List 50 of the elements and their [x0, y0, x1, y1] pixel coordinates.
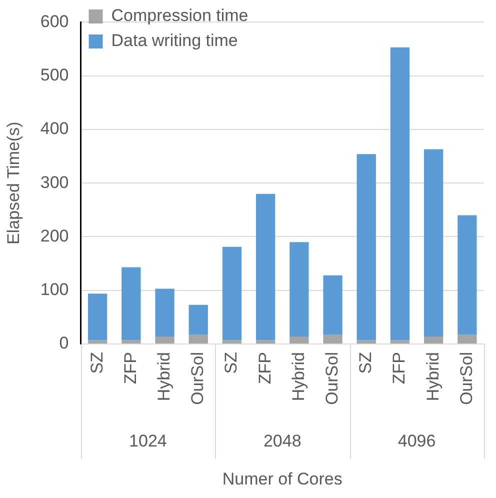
- bar: [155, 288, 174, 336]
- y-tick-label: 0: [59, 334, 69, 353]
- bar: [323, 334, 342, 344]
- x-tick-label: Hybrid: [154, 352, 174, 402]
- bar: [323, 275, 342, 335]
- legend-label: Data writing time: [111, 31, 238, 50]
- x-tick-label: Hybrid: [423, 352, 442, 402]
- y-tick-label: 600: [40, 12, 69, 31]
- x-tick-label: Hybrid: [288, 352, 308, 402]
- bar: [290, 336, 309, 344]
- bar: [390, 47, 410, 340]
- text: 4096: [398, 432, 436, 451]
- x-tick-label: SZ: [222, 352, 241, 374]
- text: 2048: [263, 432, 302, 451]
- x-tick-label: OurSol: [456, 352, 476, 405]
- bar: [390, 340, 410, 344]
- text: 1024: [129, 432, 167, 451]
- x-tick-label: SZ: [356, 352, 376, 374]
- x-axis-title: Numer of Cores: [222, 469, 342, 488]
- x-tick-label: SZ: [87, 352, 106, 374]
- bar: [188, 334, 208, 344]
- x-tick-label: ZFP: [255, 352, 274, 384]
- y-tick-label: 500: [40, 66, 69, 85]
- bar: [458, 334, 477, 344]
- bar: [155, 336, 174, 344]
- y-tick-label: 200: [40, 226, 69, 246]
- x-tick-label: ZFP: [120, 352, 140, 384]
- bar: [458, 215, 477, 335]
- y-axis-title: Elapsed Time(s): [4, 122, 23, 245]
- x-tick-label: OurSol: [188, 352, 208, 405]
- y-tick-label: 100: [40, 280, 69, 300]
- bar: [356, 340, 376, 344]
- bar: [424, 149, 444, 336]
- bar: [88, 294, 108, 340]
- y-tick-label: 400: [40, 119, 69, 138]
- bar: [222, 246, 242, 340]
- bar: [290, 242, 309, 336]
- x-tick-label: OurSol: [322, 352, 342, 405]
- bar: [88, 340, 108, 344]
- bar: [188, 304, 208, 335]
- legend-label: Compression time: [111, 6, 248, 26]
- bar: [356, 154, 376, 340]
- bar: [122, 340, 141, 344]
- bar: [256, 194, 276, 340]
- bar: [256, 340, 276, 344]
- bar: [424, 336, 444, 344]
- bar: [222, 340, 242, 344]
- x-tick-label: ZFP: [390, 352, 409, 384]
- bar: [122, 267, 141, 340]
- y-tick-label: 300: [40, 172, 69, 192]
